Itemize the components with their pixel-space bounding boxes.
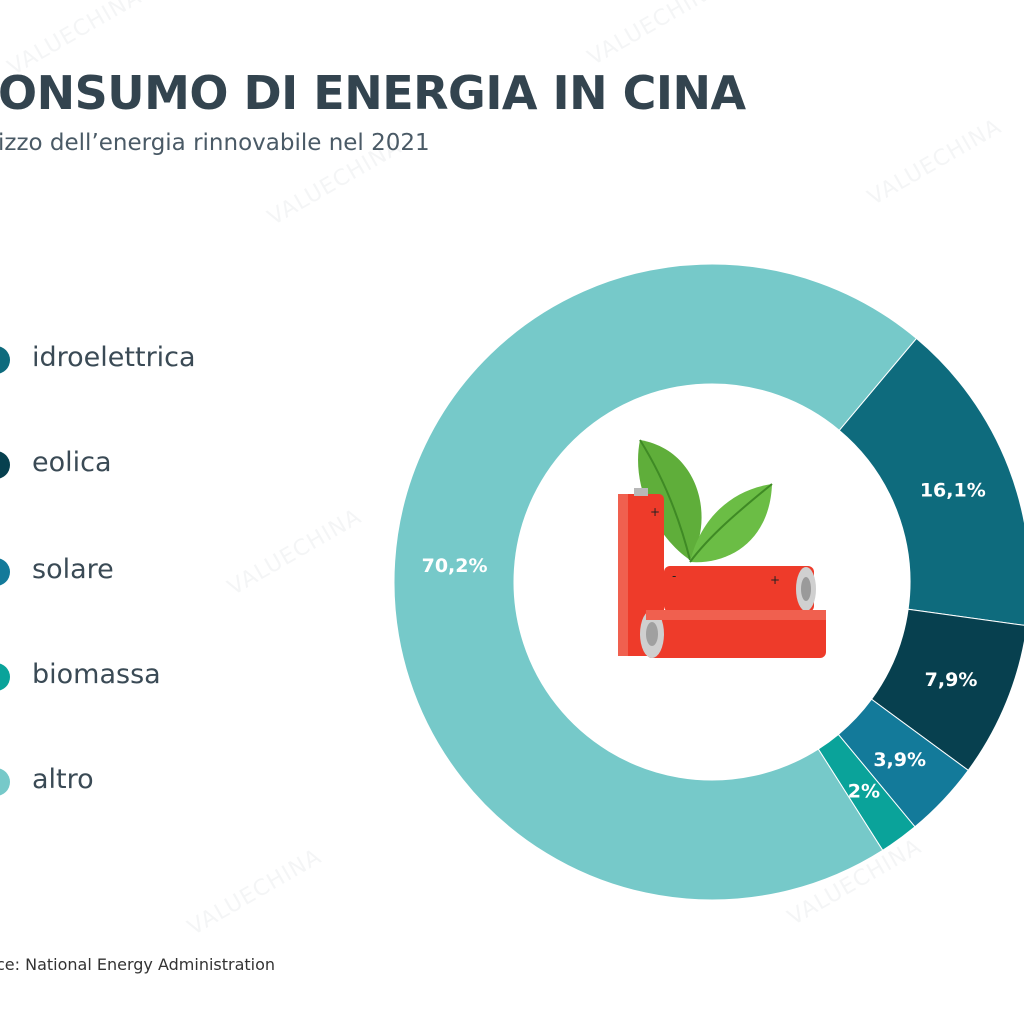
donut-slice-label: 3,9%: [873, 749, 926, 771]
legend-label: idroelettrica: [32, 342, 196, 373]
legend-swatch: [0, 451, 10, 479]
legend-swatch: [0, 558, 10, 586]
donut-slice-labels: 16,1% 7,9% 3,9% 2% 70,2%: [422, 479, 986, 802]
batteries-with-leaves-icon: + - +: [618, 439, 826, 658]
svg-text:+: +: [650, 505, 660, 519]
donut-slice-label: 2%: [848, 781, 880, 803]
legend-label: eolica: [32, 447, 112, 478]
legend-label: solare: [32, 554, 114, 585]
donut-slice-label: 70,2%: [422, 555, 488, 577]
donut-slice-label: 16,1%: [920, 479, 986, 501]
legend-swatch: [0, 768, 10, 796]
legend-label: altro: [32, 764, 94, 795]
chart-title: ONSUMO DI ENERGIA IN CINA: [0, 66, 746, 120]
svg-text:+: +: [770, 573, 780, 587]
donut-slice-label: 7,9%: [925, 669, 978, 691]
legend-label: biomassa: [32, 659, 161, 690]
chart-subtitle: izzo dell’energia rinnovabile nel 2021: [0, 130, 430, 156]
legend-swatch: [0, 346, 10, 374]
svg-text:-: -: [672, 569, 676, 583]
source-note: ce: National Energy Administration: [0, 955, 276, 974]
legend-swatch: [0, 663, 10, 691]
